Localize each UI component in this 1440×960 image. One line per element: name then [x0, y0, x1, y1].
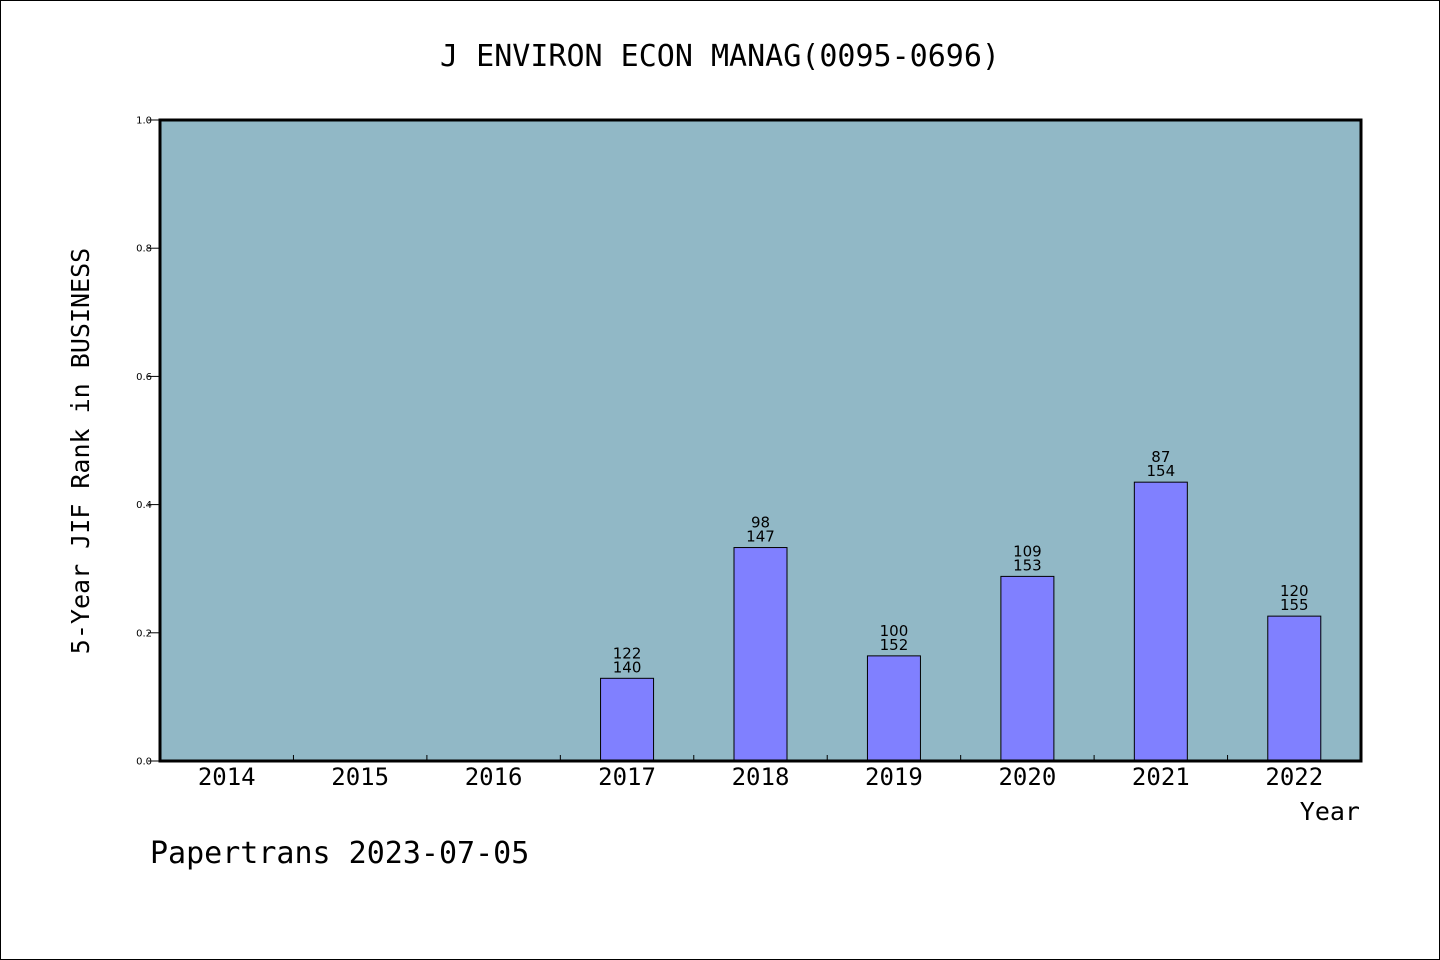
bar-2022	[1267, 615, 1322, 762]
x-tick-label: 2022	[1265, 763, 1323, 791]
y-tick-label: 0.4	[136, 500, 152, 511]
bar-total-label: 152	[880, 636, 909, 654]
y-axis: 0.0 0.2 0.4 0.6 0.8 1.0	[136, 116, 160, 768]
bar-total-label: 153	[1013, 556, 1042, 574]
bar-rank-label: 120	[1280, 582, 1309, 600]
bar-rank-label: 87	[1151, 448, 1170, 466]
x-tick-label: 2014	[198, 763, 256, 791]
bar-total-label: 147	[746, 528, 775, 546]
bar-2021	[1133, 481, 1188, 762]
footer-text: Papertrans 2023-07-05	[150, 836, 529, 871]
x-axis: 2014 2015 2016 2017 2018 2019 2020 2021 2022	[198, 755, 1323, 791]
x-tick-label: 2020	[998, 763, 1056, 791]
x-tick-label: 2021	[1132, 763, 1190, 791]
x-tick-label: 2016	[465, 763, 523, 791]
plot-border	[158, 118, 1363, 763]
x-tick-label: 2018	[732, 763, 790, 791]
y-axis-label: 5-Year JIF Rank in BUSINESS	[66, 248, 95, 654]
bar-2020	[1000, 575, 1055, 762]
bar-total-label: 140	[613, 658, 642, 676]
x-tick-label: 2017	[598, 763, 656, 791]
x-tick-label: 2019	[865, 763, 923, 791]
bar-total-label: 155	[1280, 596, 1309, 614]
bar-2018	[733, 547, 788, 762]
bar-2019	[866, 655, 921, 762]
bars-group	[600, 481, 1322, 762]
chart-title: J ENVIRON ECON MANAG(0095-0696)	[440, 39, 1000, 74]
y-tick-label: 0.0	[136, 757, 152, 768]
bar-total-label: 154	[1147, 462, 1176, 480]
bar-rank-label: 100	[880, 622, 909, 640]
bar-rank-label: 122	[613, 644, 642, 662]
y-tick-label: 0.6	[136, 372, 152, 383]
y-tick-label: 1.0	[136, 116, 152, 127]
bar-rank-label: 98	[751, 514, 770, 532]
bar-rank-label: 109	[1013, 542, 1042, 560]
bar-2017	[600, 677, 655, 762]
x-axis-label: Year	[1300, 797, 1360, 826]
x-tick-label: 2015	[331, 763, 389, 791]
y-tick-label: 0.8	[136, 244, 152, 255]
y-tick-label: 0.2	[136, 628, 152, 639]
